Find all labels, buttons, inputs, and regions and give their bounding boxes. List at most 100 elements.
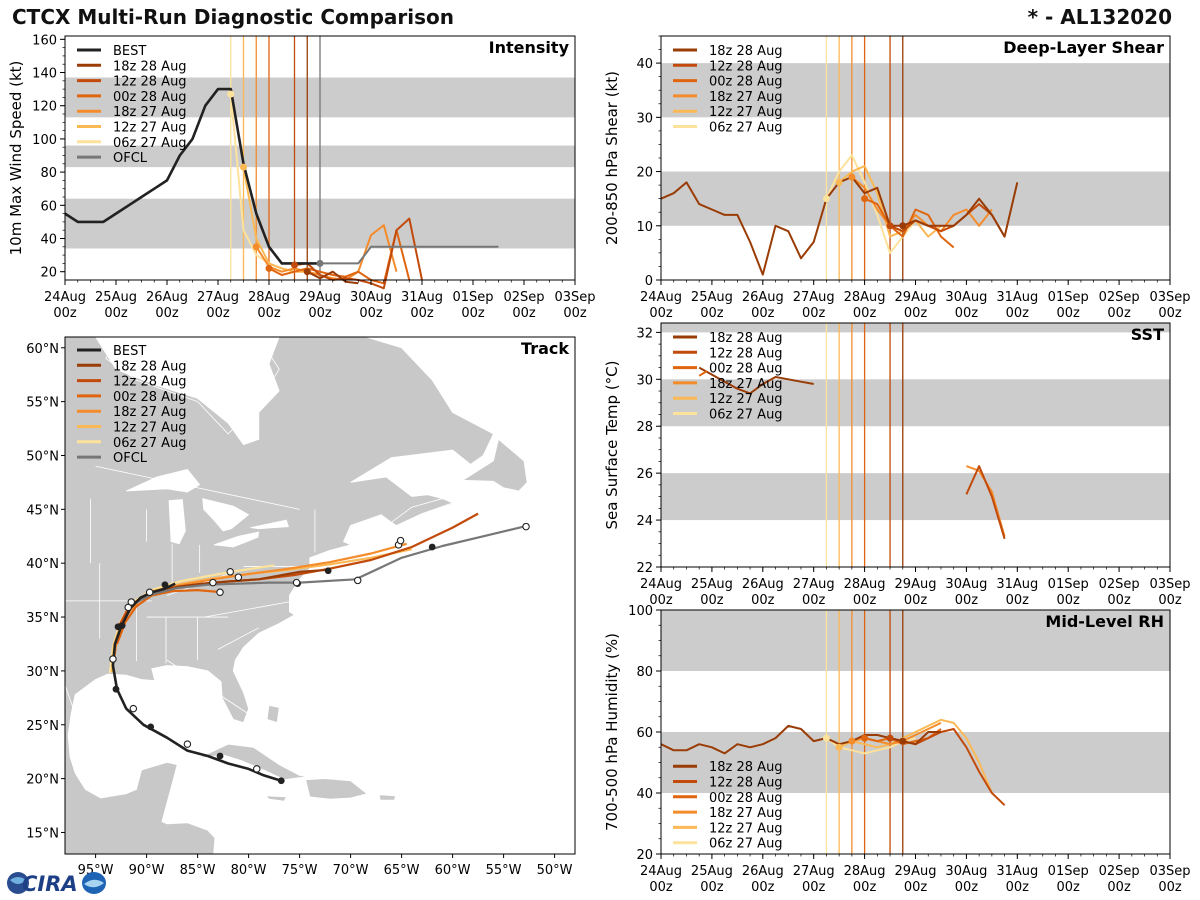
intensity-init-marker-3: [265, 264, 273, 272]
sst-ytick-label-3: 28: [636, 420, 653, 435]
shear-xtick-sub-6: 00z: [955, 306, 979, 321]
sst-ylabel: Sea Surface Temp (°C): [603, 360, 621, 529]
shear-init-marker-3: [861, 195, 869, 203]
sst-legend-label-1: 12z 28 Aug: [709, 346, 783, 361]
track-title: Track: [521, 339, 569, 358]
intensity-ytick-label-4: 100: [32, 133, 57, 148]
rh-band-1: [661, 610, 1170, 671]
intensity-init-marker-4: [291, 261, 298, 269]
intensity-legend-label-3: 00z 28 Aug: [113, 90, 187, 105]
rh-xtick-label-5: 29Aug: [895, 864, 937, 879]
rh-ytick-label-0: 20: [636, 848, 653, 863]
sst-xtick-label-9: 02Sep: [1099, 577, 1140, 592]
rh-init-marker-3: [861, 734, 869, 742]
track-position-hollow: [109, 655, 117, 663]
shear-ytick-label-2: 20: [636, 166, 653, 181]
rh-xtick-sub-7: 00z: [1006, 880, 1030, 895]
rh-panel: 2040608010024Aug00z25Aug00z26Aug00z27Aug…: [603, 604, 1191, 895]
track-position-hollow: [145, 588, 154, 597]
shear-xtick-sub-4: 00z: [853, 306, 877, 321]
rh-xtick-sub-4: 00z: [853, 880, 877, 895]
track-position-filled: [112, 685, 120, 693]
sst-xtick-sub-1: 00z: [700, 593, 724, 608]
intensity-ytick-label-2: 60: [40, 199, 57, 214]
rh-init-marker-5: [899, 737, 907, 745]
shear-xtick-label-8: 01Sep: [1048, 290, 1089, 305]
track-xtick-label-7: 60°W: [435, 863, 471, 878]
track-xtick-label-1: 90°W: [129, 863, 165, 878]
shear-xtick-label-6: 30Aug: [945, 290, 987, 305]
shear-legend-label-2: 00z 28 Aug: [709, 75, 783, 90]
track-position-filled: [216, 752, 224, 760]
track-ytick-label-4: 35°N: [26, 611, 59, 626]
rh-ytick-label-3: 80: [636, 665, 653, 680]
intensity-xtick-sub-5: 00z: [308, 306, 332, 321]
jamaica-land: [264, 795, 287, 802]
sst-xtick-label-5: 29Aug: [895, 577, 937, 592]
shear-xtick-label-10: 03Sep: [1149, 290, 1190, 305]
admin-border-16: [166, 659, 249, 715]
intensity-xtick-label-9: 02Sep: [503, 290, 544, 305]
sst-xtick-label-1: 25Aug: [691, 577, 733, 592]
track-position-hollow: [353, 576, 362, 585]
intensity-legend-label-0: BEST: [113, 44, 146, 59]
track-xtick-label-9: 50°W: [537, 863, 573, 878]
sst-xtick-label-7: 31Aug: [996, 577, 1038, 592]
rh-ytick-label-2: 60: [636, 726, 653, 741]
track-ytick-label-6: 45°N: [26, 503, 59, 518]
intensity-legend-label-6: 06z 27 Aug: [113, 136, 187, 151]
bahamas-land: [266, 704, 280, 724]
intensity-xtick-sub-2: 00z: [155, 306, 179, 321]
logo-text: CIRA: [22, 872, 78, 896]
sst-xtick-sub-0: 00z: [649, 593, 673, 608]
lake-ontario-water: [250, 519, 289, 530]
sst-xtick-sub-10: 00z: [1158, 593, 1182, 608]
intensity-legend-label-7: OFCL: [113, 151, 148, 166]
hispaniola-land: [305, 778, 368, 800]
shear-ytick-label-0: 0: [645, 274, 653, 289]
rh-xtick-sub-3: 00z: [802, 880, 826, 895]
track-position-hollow: [209, 578, 217, 587]
track-legend-label-6: 06z 27 Aug: [113, 436, 187, 451]
shear-init-marker-0: [822, 195, 830, 203]
shear-legend-label-1: 12z 28 Aug: [709, 59, 783, 74]
rh-xtick-sub-6: 00z: [955, 880, 979, 895]
track-xtick-label-4: 75°W: [282, 863, 318, 878]
rh-legend-label-4: 12z 27 Aug: [709, 821, 783, 836]
rh-xtick-label-2: 26Aug: [742, 864, 784, 879]
james-bay-water: [227, 411, 260, 446]
track-position-hollow: [127, 598, 136, 606]
rh-legend-label-1: 12z 28 Aug: [709, 776, 783, 791]
track-position-hollow: [183, 740, 192, 748]
track-legend-label-0: BEST: [113, 344, 146, 359]
intensity-ytick-label-1: 40: [40, 233, 57, 248]
track-position-hollow: [396, 536, 405, 545]
intensity-ytick-label-6: 140: [32, 67, 57, 82]
intensity-xtick-sub-9: 00z: [512, 306, 536, 321]
intensity-xtick-sub-1: 00z: [104, 306, 128, 321]
intensity-xtick-label-8: 01Sep: [452, 290, 493, 305]
track-xtick-label-6: 65°W: [384, 863, 420, 878]
intensity-ytick-label-5: 120: [32, 100, 57, 115]
track-xtick-label-5: 70°W: [333, 863, 369, 878]
shear-xtick-label-2: 26Aug: [742, 290, 784, 305]
sst-series-12z-28-aug: [965, 465, 1006, 540]
rh-series-12z-27-aug: [838, 718, 993, 794]
sst-xtick-sub-7: 00z: [1006, 593, 1030, 608]
track-position-hollow: [292, 578, 301, 587]
rh-ytick-label-4: 100: [628, 604, 653, 619]
sst-xtick-sub-6: 00z: [955, 593, 979, 608]
sst-xtick-sub-4: 00z: [853, 593, 877, 608]
shear-legend-label-3: 18z 27 Aug: [709, 90, 783, 105]
nova-scotia-land: [390, 498, 454, 526]
sst-ytick-label-4: 30: [636, 373, 653, 388]
intensity-init-marker-1: [240, 163, 247, 171]
shear-legend-label-5: 06z 27 Aug: [709, 121, 783, 136]
rh-init-marker-2: [848, 737, 856, 745]
sst-band-0: [661, 473, 1170, 521]
shear-xtick-sub-3: 00z: [802, 306, 826, 321]
rh-ylabel: 700-500 hPa Humidity (%): [603, 633, 621, 831]
track-ofcl: [130, 525, 525, 607]
track-xtick-label-3: 80°W: [231, 863, 267, 878]
rh-xtick-label-7: 31Aug: [996, 864, 1038, 879]
